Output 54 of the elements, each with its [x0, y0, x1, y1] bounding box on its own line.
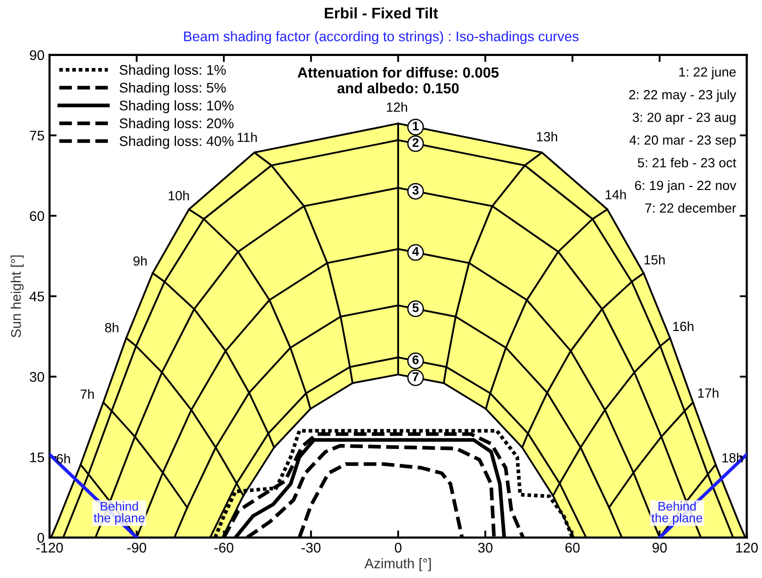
- x-tick-label: -90: [127, 542, 146, 553]
- x-tick-label: -120: [36, 542, 63, 553]
- y-tick-label: 75: [30, 130, 44, 141]
- y-tick-label: 60: [30, 211, 44, 221]
- annotation: 7: 22 december: [645, 203, 736, 213]
- legend-label: Shading loss: 1%: [120, 64, 226, 78]
- legend-label: Shading loss: 20%: [120, 118, 234, 132]
- series-label: 2: [412, 138, 419, 147]
- y-tick-label: 15: [30, 452, 44, 462]
- annotation: Attenuation for diffuse: 0.005 and albedo: 0.150: [298, 66, 499, 94]
- annotation: 10h: [168, 190, 189, 200]
- annotation: 9h: [133, 256, 147, 266]
- annotation: 16h: [673, 321, 694, 332]
- annotation: 15h: [644, 254, 665, 265]
- annotation: 12h: [386, 102, 408, 112]
- x-tick-label: -60: [214, 542, 234, 553]
- chart-subtitle: Beam shading factor (according to strings) : Iso-shadings curves: [184, 31, 579, 44]
- annotation: 8h: [105, 322, 118, 332]
- annotation: 6: 19 jan - 22 nov: [635, 180, 736, 193]
- x-tick-label: 60: [565, 542, 580, 553]
- annotation: 14h: [606, 190, 626, 200]
- y-tick-label: 90: [30, 50, 44, 60]
- legend-label: Shading loss: 5%: [120, 82, 226, 96]
- annotation: 17h: [698, 388, 718, 398]
- legend-label: Shading loss: 10%: [120, 100, 234, 114]
- series-label: Behind the plane: [94, 501, 144, 525]
- x-tick-label: 90: [652, 542, 667, 553]
- annotation: 7h: [80, 389, 94, 399]
- annotation: 6h: [56, 454, 70, 464]
- annotation: 4: 20 mar - 23 sep: [630, 135, 736, 148]
- series-label: 3: [412, 186, 419, 195]
- annotation: 11h: [238, 132, 257, 142]
- x-tick-label: 120: [736, 542, 758, 553]
- y-tick-label: 30: [30, 372, 44, 382]
- y-tick-label: 0: [37, 532, 44, 543]
- x-tick-label: -30: [302, 542, 320, 553]
- legend-label: Shading loss: 40%: [120, 136, 234, 149]
- annotation: 1: 22 june: [679, 66, 736, 80]
- annotation: 3: 20 apr - 23 aug: [632, 112, 736, 125]
- series-label: 7: [412, 372, 419, 382]
- series-label: Behind the plane: [652, 501, 702, 525]
- x-tick-label: 0: [394, 542, 402, 553]
- chart-title: Erbil - Fixed Tilt: [324, 7, 438, 19]
- series-label: 5: [412, 303, 419, 312]
- y-tick-label: 45: [30, 292, 44, 302]
- annotation: 13h: [536, 132, 558, 142]
- series-label: 4: [412, 247, 419, 256]
- series-label: 6: [412, 355, 419, 364]
- annotation: 5: 21 feb - 23 oct: [638, 158, 736, 168]
- y-axis-title: Sun height [°]: [10, 255, 24, 338]
- x-axis-title: Azimuth [°]: [364, 558, 431, 572]
- annotation: 2: 22 may - 23 july: [629, 90, 736, 102]
- series-label: 1: [412, 122, 419, 130]
- x-tick-label: 30: [478, 542, 492, 553]
